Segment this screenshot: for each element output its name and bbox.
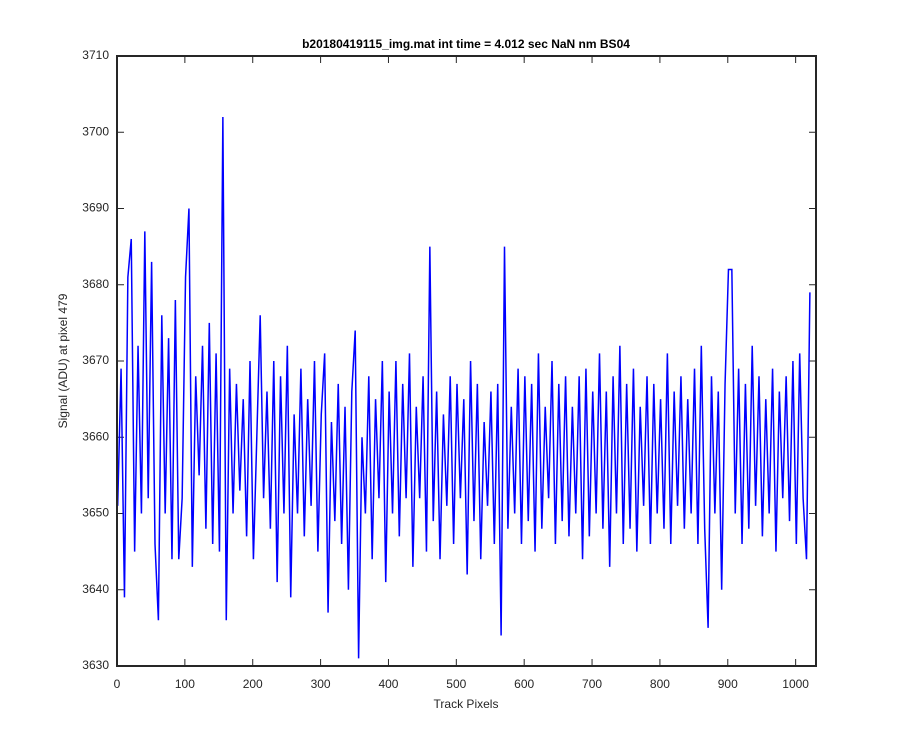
y-tick-label: 3690 bbox=[82, 201, 109, 215]
x-tick-label: 0 bbox=[114, 677, 121, 691]
plot-frame bbox=[116, 55, 817, 667]
x-tick-label: 300 bbox=[311, 677, 331, 691]
y-tick-label: 3710 bbox=[82, 48, 109, 62]
y-tick-label: 3640 bbox=[82, 582, 109, 596]
y-tick-label: 3630 bbox=[82, 658, 109, 672]
x-tick-label: 200 bbox=[243, 677, 263, 691]
signal-line bbox=[116, 116, 811, 659]
x-tick-label: 100 bbox=[175, 677, 195, 691]
x-tick-label: 800 bbox=[650, 677, 670, 691]
x-tick-label: 700 bbox=[582, 677, 602, 691]
y-tick-label: 3650 bbox=[82, 506, 109, 520]
x-tick-label: 900 bbox=[718, 677, 738, 691]
x-tick-label: 600 bbox=[514, 677, 534, 691]
x-tick-label: 400 bbox=[378, 677, 398, 691]
x-tick-label: 1000 bbox=[782, 677, 809, 691]
x-axis-label: Track Pixels bbox=[434, 697, 499, 711]
y-tick-label: 3670 bbox=[82, 353, 109, 367]
y-axis-label: Signal (ADU) at pixel 479 bbox=[56, 293, 70, 428]
y-tick-label: 3680 bbox=[82, 277, 109, 291]
y-tick-label: 3660 bbox=[82, 429, 109, 443]
chart-title: b20180419115_img.mat int time = 4.012 se… bbox=[302, 37, 630, 51]
y-tick-label: 3700 bbox=[82, 124, 109, 138]
x-tick-label: 500 bbox=[446, 677, 466, 691]
